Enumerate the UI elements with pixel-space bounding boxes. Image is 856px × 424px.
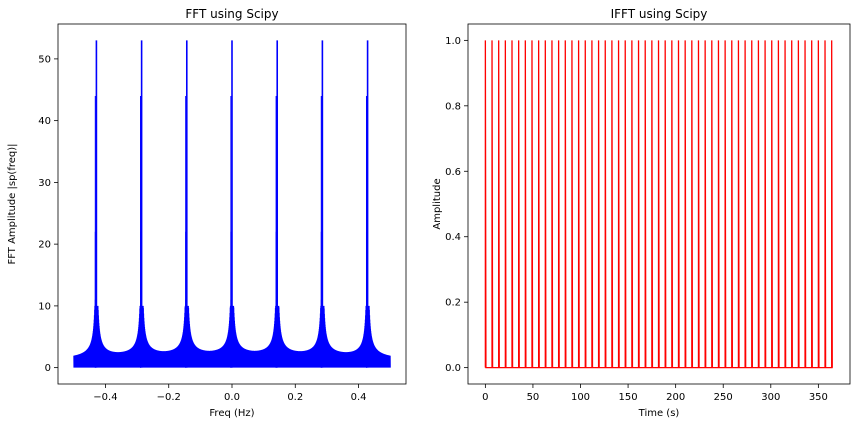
fft-x-tick-label: 0.4 [351,392,367,403]
ifft-x-tick-label: 200 [666,392,685,403]
ifft-plot-area [484,40,833,369]
fft-y-tick-label: 50 [38,54,51,65]
ifft-x-tick-label: 350 [809,392,828,403]
ifft-y-ticks: 0.0 0.2 0.4 0.6 0.8 1.0 [445,36,468,374]
fft-y-axis-label: FFT Amplitude |sp(freq)| [7,143,18,264]
ifft-x-tick-label: 100 [571,392,590,403]
fft-y-tick-label: 40 [38,116,51,127]
fft-x-tick-label: −0.4 [93,392,117,403]
ifft-y-tick-label: 1.0 [445,36,461,47]
ifft-x-tick-label: 50 [527,392,540,403]
ifft-y-tick-label: 0.2 [445,298,461,309]
fft-y-tick-label: 0 [45,363,51,374]
ifft-y-tick-label: 0.4 [445,232,461,243]
ifft-chart: IFFT using Scipy 0 50 100 150 200 250 300 350 0… [432,7,851,419]
fft-x-axis-label: Freq (Hz) [209,408,254,419]
ifft-axes-frame [467,23,851,385]
ifft-y-tick-label: 0.6 [445,167,461,178]
ifft-x-tick-label: 150 [619,392,638,403]
fft-plot-area [73,40,391,368]
fft-x-tick-label: 0.2 [287,392,303,403]
fft-y-tick-label: 10 [38,301,51,312]
fft-chart: FFT using Scipy −0.4 −0.2 0.0 0.2 0.4 0 10 20 3… [7,7,407,419]
ifft-x-tick-label: 0 [482,392,488,403]
ifft-chart-title: IFFT using Scipy [611,7,708,21]
ifft-y-tick-label: 0.8 [445,101,461,112]
fft-y-tick-label: 30 [38,178,51,189]
ifft-x-axis-label: Time (s) [638,408,680,419]
ifft-x-tick-label: 300 [761,392,780,403]
fft-chart-title: FFT using Scipy [185,7,278,21]
ifft-x-ticks: 0 50 100 150 200 250 300 350 [482,384,828,403]
fft-y-ticks: 0 10 20 30 40 50 [38,54,58,374]
fft-y-tick-label: 20 [38,240,51,251]
fft-x-tick-label: −0.2 [157,392,181,403]
ifft-amplitude-line [484,40,833,369]
ifft-y-tick-label: 0.0 [445,363,461,374]
ifft-x-tick-label: 250 [714,392,733,403]
fft-x-ticks: −0.4 −0.2 0.0 0.2 0.4 [93,384,366,403]
fft-x-tick-label: 0.0 [224,392,240,403]
ifft-y-axis-label: Amplitude [432,178,443,229]
